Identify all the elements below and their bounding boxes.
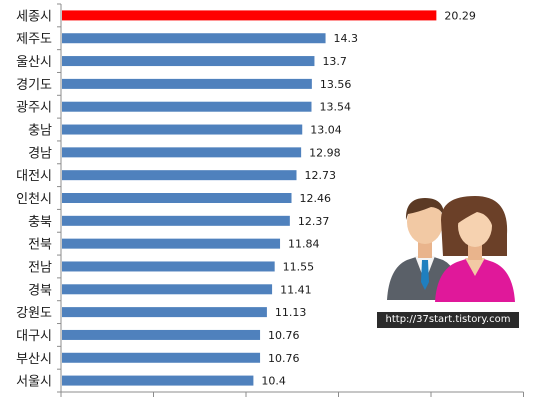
data-label: 13.04 <box>310 124 342 137</box>
data-label: 13.56 <box>320 78 352 91</box>
axis-layer <box>57 3 524 397</box>
bar <box>62 193 292 203</box>
data-label: 12.98 <box>309 146 341 159</box>
bar <box>62 352 261 363</box>
bar <box>62 10 437 21</box>
data-label: 14.3 <box>334 32 359 45</box>
category-label: 경남 <box>28 146 52 161</box>
category-label: 울산시 <box>16 55 52 70</box>
data-label: 12.46 <box>300 192 332 205</box>
data-label: 13.54 <box>319 101 351 114</box>
bar <box>62 101 312 112</box>
category-label: 전남 <box>28 260 52 275</box>
bar <box>62 33 326 44</box>
category-label: 대전시 <box>16 169 52 184</box>
bar-layer <box>62 10 437 386</box>
bar <box>62 78 312 89</box>
bar <box>62 329 261 340</box>
data-label: 11.84 <box>288 238 320 251</box>
data-label: 12.37 <box>298 215 330 228</box>
bar <box>62 124 303 135</box>
category-label: 전북 <box>28 238 52 253</box>
data-label: 11.55 <box>283 260 315 273</box>
bar <box>62 284 273 295</box>
data-label: 11.41 <box>280 283 312 296</box>
people-couple-icon <box>387 196 515 302</box>
data-label: 12.73 <box>305 169 337 182</box>
label-layer: 세종시 20.29 제주도 14.3 울산시 13.7 경기도 13.56 광주시 13.54 충남… <box>16 9 476 389</box>
category-label: 부산시 <box>16 352 52 367</box>
bar <box>62 147 302 158</box>
bar <box>62 215 290 226</box>
bar <box>62 261 275 272</box>
data-label: 13.7 <box>322 55 347 68</box>
data-label: 10.4 <box>261 375 286 388</box>
data-label: 10.76 <box>268 329 300 342</box>
category-label: 대구시 <box>16 329 52 344</box>
category-label: 서울시 <box>16 375 52 390</box>
category-label: 인천시 <box>16 192 52 207</box>
category-label: 경북 <box>28 283 52 298</box>
bar <box>62 375 254 386</box>
bar <box>62 238 281 249</box>
category-label: 충북 <box>28 215 52 230</box>
bar <box>62 56 315 67</box>
bar <box>62 307 267 318</box>
watermark-url: http://37start.tistory.com <box>377 312 519 328</box>
category-label: 세종시 <box>16 9 52 24</box>
data-label: 11.13 <box>275 306 307 319</box>
data-label: 20.29 <box>444 9 476 22</box>
category-label: 경기도 <box>16 78 52 93</box>
category-label: 제주도 <box>16 32 52 47</box>
category-label: 광주시 <box>16 101 52 116</box>
bar <box>62 170 297 181</box>
category-label: 강원도 <box>16 306 52 321</box>
data-label: 10.76 <box>268 352 300 365</box>
category-label: 충남 <box>28 124 52 139</box>
